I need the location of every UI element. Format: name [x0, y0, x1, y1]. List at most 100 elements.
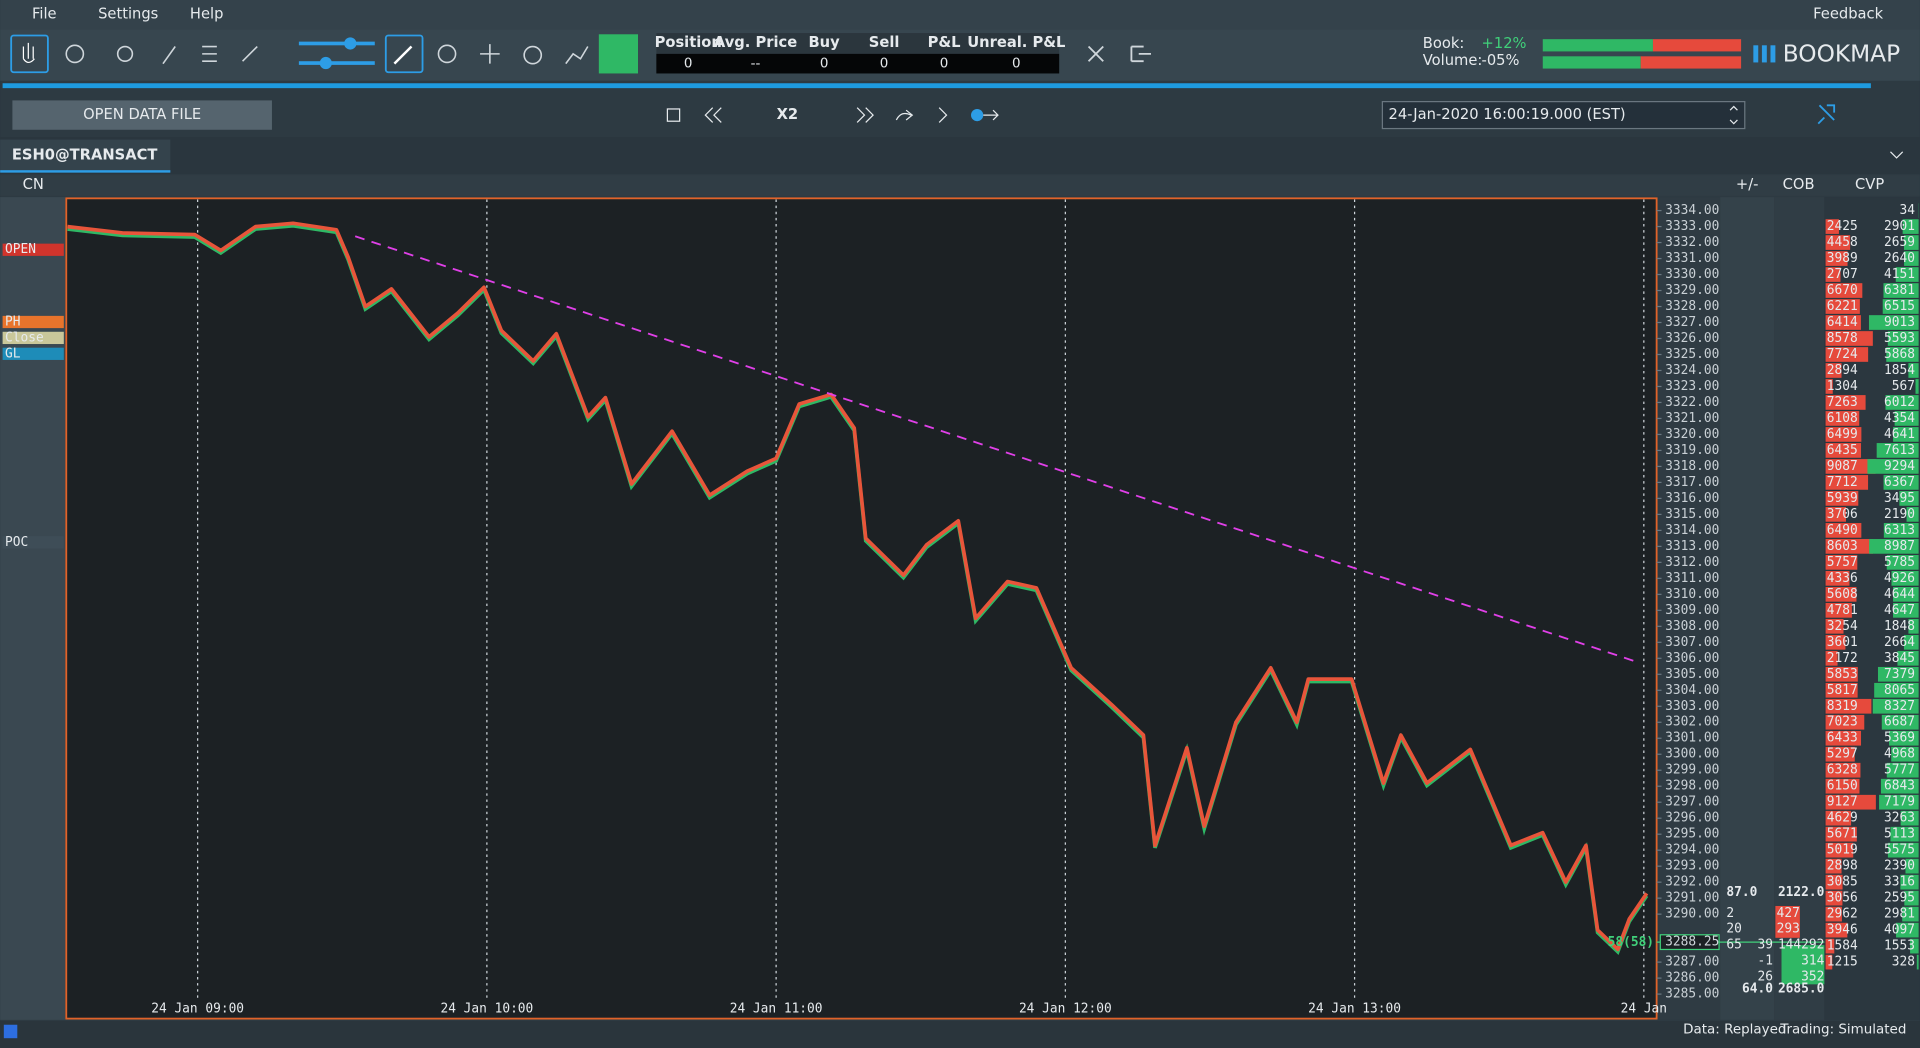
cvp-ask-bar — [1902, 906, 1919, 922]
slider-knob[interactable] — [344, 37, 357, 50]
x-tick-label: 24 Jan 09:00 — [151, 1001, 244, 1016]
cvp-ask-bar — [1915, 379, 1919, 394]
cvp-ask: 2190 — [1884, 507, 1915, 522]
cvp-bid-bar — [1825, 922, 1848, 938]
feedback[interactable]: Feedback — [1813, 6, 1883, 23]
cob-header: COB — [1783, 176, 1815, 193]
cvp-ask: 567 — [1892, 379, 1915, 394]
tab-label[interactable]: ESH0@TRANSACT — [12, 146, 158, 163]
status-bar — [0, 1021, 1920, 1048]
cvp-ask-bar — [1891, 571, 1919, 586]
menu-settings[interactable]: Settings — [98, 6, 158, 23]
cvp-bid: 1584 — [1827, 939, 1858, 954]
lock-button[interactable] — [598, 34, 639, 74]
rewind-button[interactable] — [704, 107, 722, 123]
cvp-bid: 9127 — [1827, 795, 1858, 810]
slider[interactable] — [298, 41, 375, 46]
cob-bar — [1775, 905, 1800, 938]
tab-menu[interactable] — [1890, 151, 1904, 159]
position-values-bg — [656, 53, 1060, 74]
cvp-bid: 2898 — [1827, 859, 1858, 874]
indicator-badge — [2, 536, 64, 549]
cvp-bid-bar — [1825, 411, 1860, 426]
stop-button[interactable] — [666, 108, 681, 122]
datetime[interactable]: 24-Jan-2020 16:00:19.000 (EST) — [1389, 106, 1626, 123]
forward-button[interactable] — [856, 107, 874, 123]
open-button-bg[interactable] — [12, 100, 272, 130]
imbalance-bars — [1542, 39, 1742, 69]
y-tick-label: 3325.00 — [1665, 347, 1719, 362]
cob-top-left: 87.0 — [1726, 885, 1757, 900]
cvp-ask: 2640 — [1884, 251, 1915, 266]
speed[interactable]: X2 — [777, 106, 799, 123]
cvp-header: CVP — [1855, 176, 1884, 193]
y-tick-label: 3286.00 — [1665, 971, 1719, 986]
step-button[interactable] — [938, 107, 948, 123]
cob-cell: 427 — [1777, 906, 1800, 921]
y-tick-label: 3287.00 — [1665, 955, 1719, 970]
tab[interactable] — [0, 139, 171, 173]
cvp-ask: 6012 — [1884, 395, 1915, 410]
cvp-bid-bar — [1825, 650, 1838, 666]
y-tick-label: 3315.00 — [1665, 507, 1719, 522]
live-button[interactable] — [971, 108, 984, 122]
last-price-badge — [1659, 934, 1720, 951]
y-tick-label: 3304.00 — [1665, 683, 1719, 698]
cvp-bid-bar — [1825, 842, 1854, 858]
spinner[interactable] — [1729, 105, 1738, 125]
datetime-field[interactable] — [1381, 101, 1746, 130]
status-data: Data: Replayed — [1683, 1023, 1786, 1038]
help-icon[interactable] — [3, 1024, 18, 1039]
cvp-ask-bar — [1874, 682, 1919, 698]
cvp-ask-bar — [1902, 219, 1919, 234]
cvp-bid-bar — [1825, 890, 1843, 906]
exit-icon[interactable] — [1130, 45, 1151, 63]
chart: 24 Jan 09:00 24 Jan 10:00 24 Jan 11:00 24 J… — [67, 199, 1825, 1016]
cvp-ask: 7179 — [1884, 795, 1915, 810]
cvp-bid: 5608 — [1827, 587, 1858, 602]
plus-minus-header: +/- — [1736, 176, 1759, 193]
cvp-bid: 5671 — [1827, 827, 1858, 842]
y-tick-label: 3327.00 — [1665, 315, 1719, 330]
position-value: -- — [751, 57, 761, 72]
menu-help[interactable]: Help — [190, 6, 223, 23]
slider-knob[interactable] — [319, 56, 332, 70]
cvp-bid-bar — [1825, 666, 1858, 682]
y-tick-label: 3310.00 — [1665, 587, 1719, 602]
cvp-ask-bar — [1886, 555, 1919, 570]
slider[interactable] — [298, 61, 375, 65]
cvp-bid: 4629 — [1827, 811, 1858, 826]
close-icon[interactable] — [1087, 45, 1104, 62]
cvp-ask-bar — [1876, 443, 1919, 458]
cob-bottom-right: 2685.0 — [1778, 982, 1824, 997]
cvp-bid-bar — [1825, 810, 1852, 826]
menu-file[interactable]: File — [32, 6, 57, 23]
y-tick-label: 3326.00 — [1665, 331, 1719, 346]
cvp-bid-bar — [1825, 906, 1842, 922]
hand-tool[interactable] — [10, 34, 49, 74]
pen-tool[interactable] — [384, 34, 424, 74]
cvp-bid: 2707 — [1827, 267, 1858, 282]
cvp-ask: 4644 — [1884, 587, 1915, 602]
cvp-bid-bar — [1825, 347, 1869, 362]
y-tick-label: 3322.00 — [1665, 395, 1719, 410]
cvp-bid-bar — [1825, 826, 1857, 842]
pin-icon[interactable] — [1817, 104, 1836, 125]
cob-cell: 352 — [1801, 969, 1824, 984]
cvp-ask: 3495 — [1884, 491, 1915, 506]
cvp-bid: 6150 — [1827, 779, 1858, 794]
cvp-ask-bar — [1880, 778, 1919, 794]
cvp-ask-bar — [1896, 922, 1919, 938]
cvp-ask-bar — [1869, 539, 1919, 554]
cvp-ask: 9294 — [1884, 459, 1915, 474]
hand-icon — [22, 42, 35, 64]
x-tick-label: 24 Jan 11:00 — [730, 1001, 823, 1016]
jump-button[interactable] — [895, 109, 914, 121]
cvp-ask-bar — [1883, 475, 1919, 490]
open-data-file[interactable]: OPEN DATA FILE — [83, 106, 201, 123]
price-line — [67, 221, 1649, 952]
cvp-ask: 6843 — [1884, 779, 1915, 794]
cvp-ask-bar — [1889, 730, 1919, 746]
y-tick-label: 3291.00 — [1665, 891, 1719, 906]
